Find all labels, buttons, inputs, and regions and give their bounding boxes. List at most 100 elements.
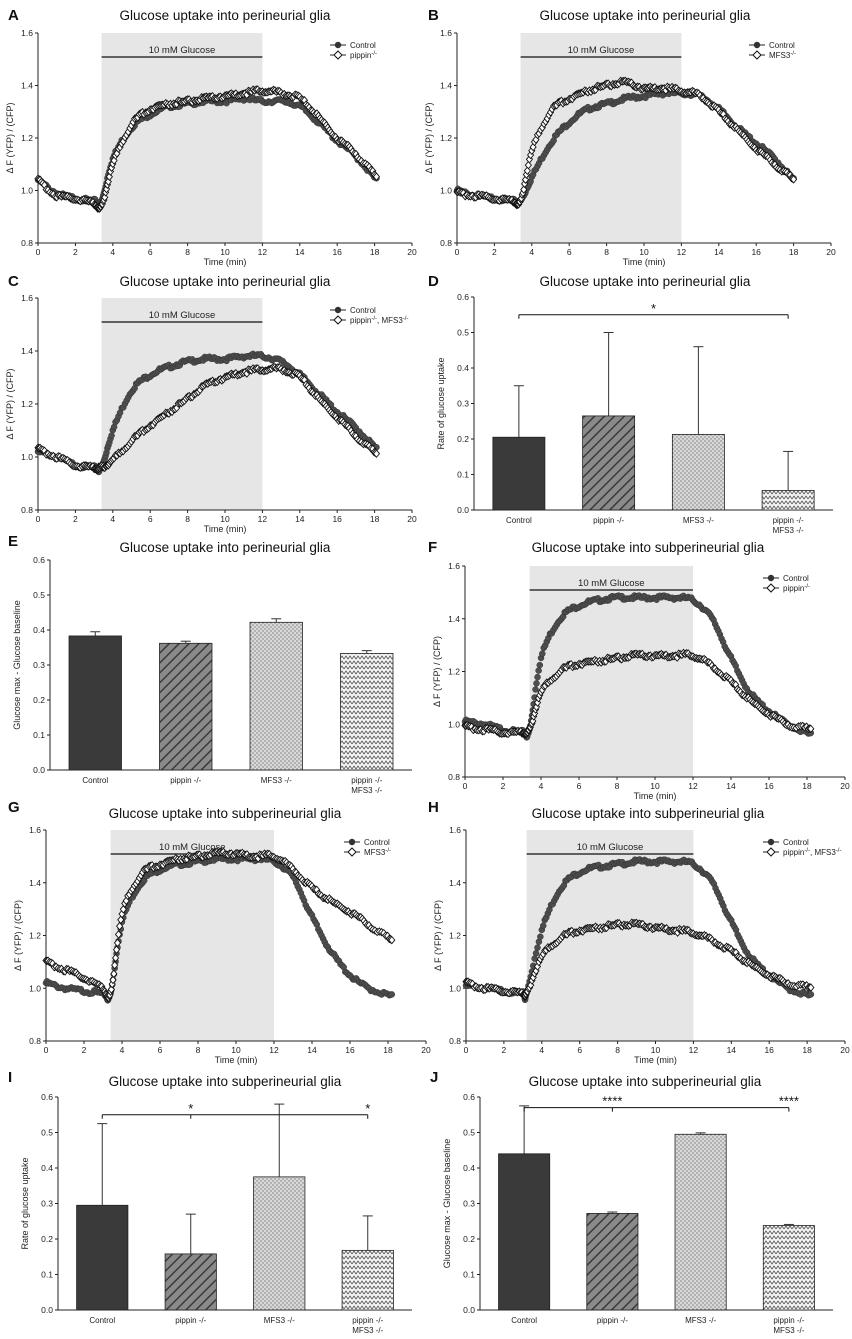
x-tick-label: 10 [220,514,230,524]
data-point-circle [537,933,544,940]
category-label: pippin -/- [773,1316,804,1325]
y-tick-label: 1.0 [21,186,33,196]
x-tick-label: 8 [615,1045,620,1055]
legend-marker-diamond [347,847,357,857]
data-point-circle [388,991,396,998]
line-chart-A: 10 mM Glucose 0.8 1.0 1.2 1.4 1.6 0 2 4 6 8 10 12 14 1… [5,7,417,267]
x-tick-label: 12 [269,1045,279,1055]
x-tick-label: 0 [36,247,41,257]
bar-pippin- [159,642,213,771]
category-label: MFS3 -/- [683,516,714,525]
data-point-diamond [107,985,115,994]
significance-label: * [365,1101,370,1116]
bar-pippin- [341,1249,394,1311]
panel-title: Glucose uptake into perineurial glia [120,8,331,23]
bar-pippin- [586,1213,639,1311]
x-tick-label: 8 [615,781,620,791]
line-chart-H: 10 mM Glucose 0.8 1.0 1.2 1.4 1.6 0 2 4 6 8 10 12 14 1… [428,799,850,1065]
x-tick-label: 10 [650,781,660,791]
category-label: Control [511,1316,537,1325]
y-tick-label: 0.5 [457,328,469,338]
category-label: pippin -/- [175,1316,206,1325]
x-tick-label: 2 [73,247,78,257]
legend-series-name: Control [769,41,795,50]
y-axis-label: Rate of glucose uptake [436,357,446,449]
x-tick-label: 10 [231,1045,241,1055]
y-tick-label: 1.0 [21,452,33,462]
x-tick-label: 10 [639,247,649,257]
legend-series-name: MFS3 [364,848,386,857]
x-tick-label: 4 [529,247,534,257]
x-tick-label: 6 [577,1045,582,1055]
legend-entry: pippin-/-, MFS3-/- [350,316,408,325]
panel-letter: D [428,273,439,290]
legend-series-name: MFS3 [769,51,791,60]
bar-pippin- [340,653,394,771]
legend-entry: pippin-/-, MFS3-/- [783,848,841,857]
legend-series-name: pippin [783,848,804,857]
legend-entry: Control [350,306,376,315]
x-tick-label: 12 [677,247,687,257]
category-label: pippin -/- [773,516,804,525]
category-label: MFS3 -/- [773,1326,804,1335]
x-tick-label: 16 [764,781,774,791]
legend-marker-diamond [766,847,776,857]
data-point-diamond [524,160,532,170]
bar-pippin- [761,490,815,511]
legend-entry: Control [350,41,376,50]
y-tick-label: 1.4 [440,81,452,91]
legend-entry: Control [364,838,390,847]
x-tick-label: 20 [840,1045,850,1055]
panel-letter: I [8,1069,12,1086]
line-chart-B: 10 mM Glucose 0.8 1.0 1.2 1.4 1.6 0 2 4 6 8 10 12 14 1… [424,7,836,267]
legend-entry: Control [783,574,809,583]
x-tick-label: 20 [407,514,417,524]
legend-series-name-2: , MFS3 [810,848,836,857]
x-tick-label: 4 [120,1045,125,1055]
x-tick-label: 2 [492,247,497,257]
x-tick-label: 0 [44,1045,49,1055]
legend-series-name: Control [350,41,376,50]
panel-letter: G [8,799,20,816]
x-tick-label: 14 [295,247,305,257]
x-tick-label: 18 [370,514,380,524]
data-point-diamond [117,915,125,925]
series-1-pippin [34,85,381,213]
data-point-circle [807,991,815,998]
series-1-pippin [462,918,815,1002]
x-tick-label: 18 [789,247,799,257]
y-axis-label: Rate of glucose uptake [20,1157,30,1249]
legend-series-name: Control [783,838,809,847]
bar-pippin- [762,1225,815,1311]
x-tick-label: 2 [73,514,78,524]
y-axis-label: Δ F (YFP) / (CFP) [424,102,434,173]
x-tick-label: 2 [502,1045,507,1055]
significance-label: * [651,301,656,316]
y-tick-label: 1.2 [29,931,41,941]
x-tick-label: 12 [688,781,698,791]
legend-entry: MFS3-/- [769,51,796,60]
x-tick-label: 4 [539,781,544,791]
bar-control [498,1153,551,1311]
data-point-diamond [372,172,381,181]
panel-title: Glucose uptake into subperineurial glia [109,806,342,821]
y-tick-label: 0.5 [463,1128,475,1138]
x-axis-label: Time (min) [634,1055,677,1065]
x-tick-label: 16 [764,1045,774,1055]
data-point-diamond [807,983,815,992]
data-point-diamond [101,193,109,202]
legend-series-name: Control [783,574,809,583]
y-tick-label: 0.8 [21,238,33,248]
data-point-diamond [807,724,815,734]
y-axis-label: Δ F (YFP) / (CFP) [13,900,23,971]
bar-pippin- [164,1253,217,1311]
data-point-diamond [533,698,542,707]
legend-series-name-2: , MFS3 [377,316,403,325]
x-axis-label: Time (min) [634,791,677,801]
y-tick-label: 0.5 [33,590,45,600]
x-tick-label: 14 [307,1045,317,1055]
y-tick-label: 0.3 [33,660,45,670]
series-1-mfs3 [453,76,798,210]
x-tick-label: 2 [82,1045,87,1055]
x-tick-label: 20 [421,1045,431,1055]
